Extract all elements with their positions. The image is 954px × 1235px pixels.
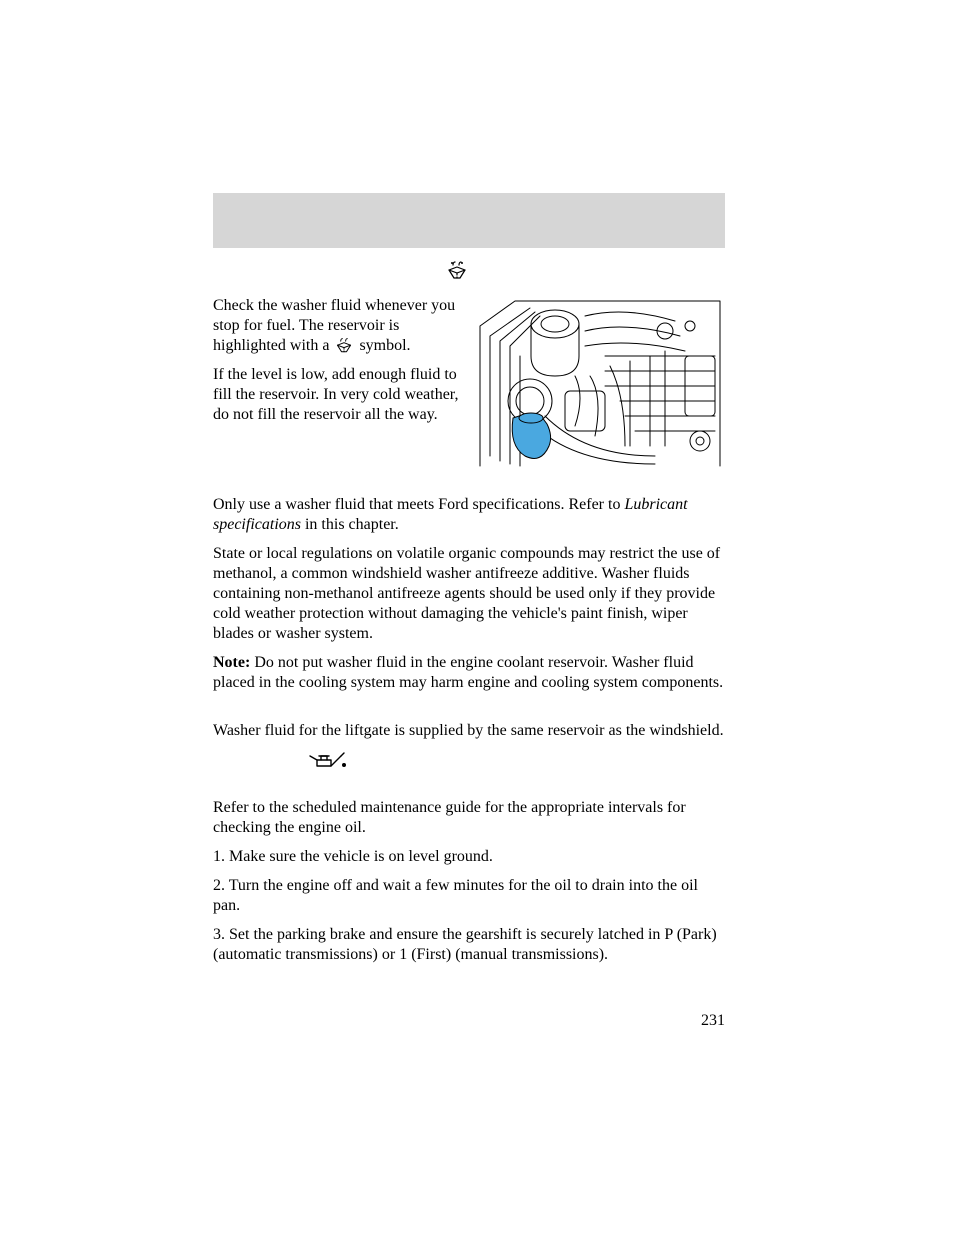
text: in this chapter. (301, 516, 399, 533)
body-text: Note: Do not put washer fluid in the eng… (213, 653, 725, 693)
text: symbol. (355, 337, 410, 354)
oil-section-heading (213, 750, 725, 770)
list-item: 2. Turn the engine off and wait a few mi… (213, 876, 725, 916)
body-text: Refer to the scheduled maintenance guide… (213, 798, 725, 838)
header-band (213, 193, 725, 248)
body-text: Washer fluid for the liftgate is supplie… (213, 721, 725, 741)
body-text: Only use a washer fluid that meets Ford … (213, 495, 725, 535)
text-bold: Note: (213, 654, 250, 671)
list-item: 3. Set the parking brake and ensure the … (213, 925, 725, 965)
page: Check the washer fluid whenever you stop… (0, 0, 954, 1235)
oil-can-icon (307, 751, 347, 768)
page-number: 231 (701, 1012, 725, 1030)
washer-section-heading (213, 260, 725, 282)
text: Only use a washer fluid that meets Ford … (213, 496, 624, 513)
washer-icon (445, 262, 469, 279)
content-column: Check the washer fluid whenever you stop… (213, 260, 725, 974)
body-text: State or local regulations on volatile o… (213, 544, 725, 644)
list-item: 1. Make sure the vehicle is on level gro… (213, 847, 725, 867)
engine-illustration (475, 296, 725, 471)
text: Do not put washer fluid in the engine co… (213, 654, 723, 691)
washer-icon (333, 337, 355, 354)
